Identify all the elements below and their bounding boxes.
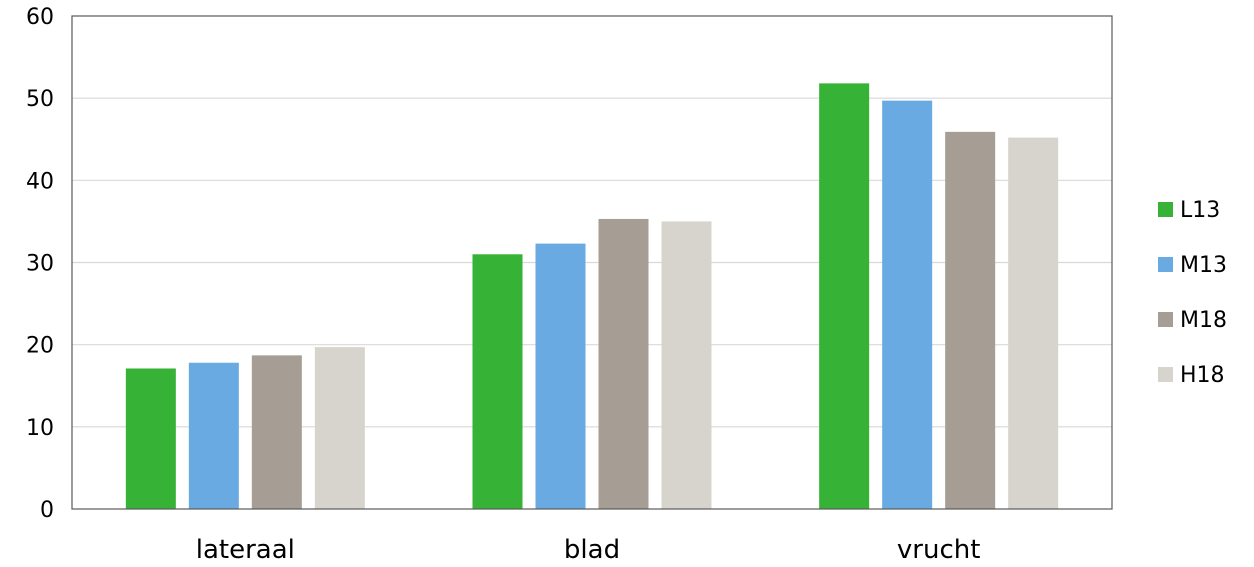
bar-vrucht-H18 bbox=[1008, 137, 1059, 509]
bars bbox=[125, 83, 1059, 510]
y-tick-label-2: 20 bbox=[26, 334, 54, 359]
x-axis-category-labels: lateraal blad vrucht bbox=[196, 535, 981, 565]
y-tick-label-0: 0 bbox=[40, 498, 54, 523]
bar-blad-M18 bbox=[598, 218, 649, 509]
legend-label-M18: M18 bbox=[1180, 308, 1227, 333]
legend-label-M13: M13 bbox=[1180, 253, 1227, 278]
legend-label-H18: H18 bbox=[1180, 363, 1225, 388]
legend: L13 M13 M18 H18 bbox=[1158, 198, 1227, 388]
gridlines bbox=[72, 97, 1112, 428]
legend-swatch-H18 bbox=[1158, 367, 1173, 382]
bar-lateraal-M18 bbox=[251, 355, 302, 509]
legend-swatch-M13 bbox=[1158, 257, 1173, 272]
y-tick-label-1: 10 bbox=[26, 416, 54, 441]
bar-vrucht-M18 bbox=[945, 131, 996, 510]
legend-label-L13: L13 bbox=[1180, 198, 1220, 223]
category-label-lateraal: lateraal bbox=[196, 535, 295, 565]
bar-lateraal-H18 bbox=[314, 347, 365, 509]
y-tick-label-3: 30 bbox=[26, 252, 54, 277]
legend-swatch-L13 bbox=[1158, 202, 1173, 217]
bar-vrucht-M13 bbox=[882, 100, 933, 510]
bar-blad-H18 bbox=[661, 221, 712, 509]
bar-lateraal-L13 bbox=[125, 368, 176, 509]
category-label-blad: blad bbox=[564, 535, 620, 565]
bar-lateraal-M13 bbox=[188, 362, 239, 509]
y-axis-tick-labels: 0 10 20 30 40 50 60 bbox=[26, 5, 54, 523]
plot-area-border bbox=[71, 15, 1113, 510]
category-label-vrucht: vrucht bbox=[897, 535, 981, 565]
bar-vrucht-L13 bbox=[819, 83, 870, 510]
bar-blad-L13 bbox=[472, 254, 523, 509]
y-tick-label-6: 60 bbox=[26, 5, 54, 30]
legend-swatch-M18 bbox=[1158, 312, 1173, 327]
y-tick-label-4: 40 bbox=[26, 169, 54, 194]
y-tick-label-5: 50 bbox=[26, 87, 54, 112]
bar-blad-M13 bbox=[535, 243, 586, 509]
